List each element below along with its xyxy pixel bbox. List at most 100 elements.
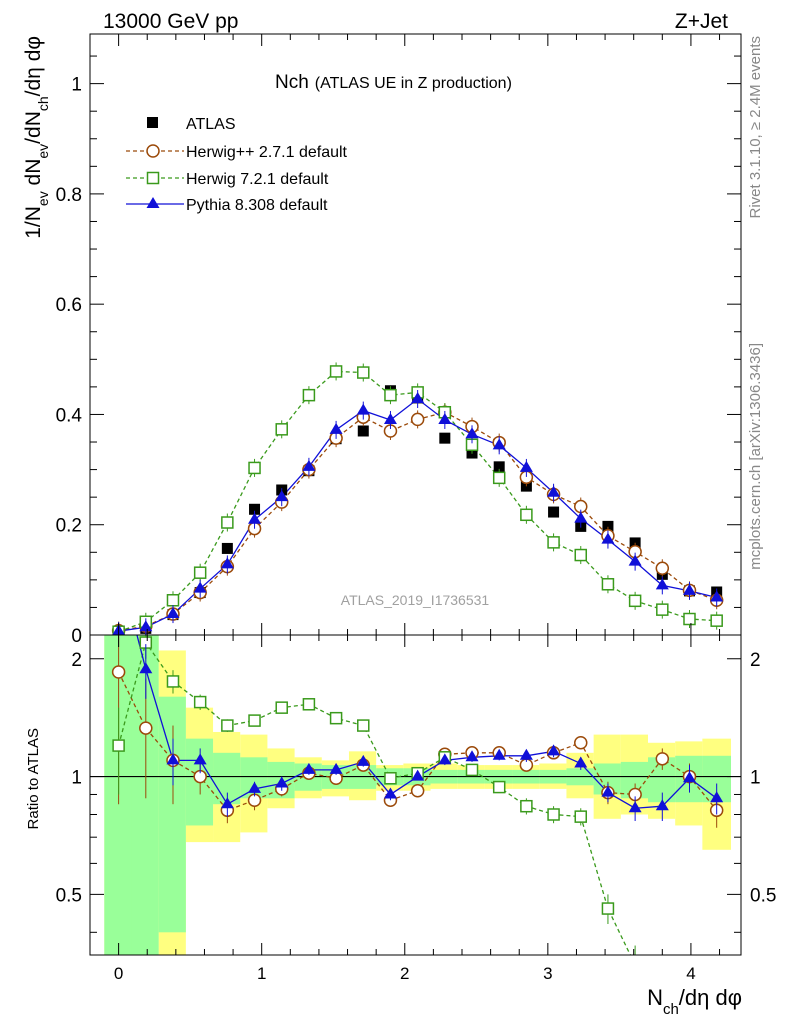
main-point-herwigpp (410, 412, 425, 427)
x-tick-label: 1 (257, 964, 266, 983)
ratio-point-pythia (220, 797, 234, 809)
ratio-point-pythia (383, 787, 397, 799)
legend: ATLAS Herwig++ 2.7.1 default Herwig 7.2.… (126, 116, 348, 214)
ratio-point-pythia (166, 753, 180, 765)
ratio-point-pythia (112, 557, 125, 568)
main-y-label: 1/Nev dNev/dNch/dη dφ (22, 36, 51, 239)
ratio-series-herwig7 (117, 641, 632, 955)
main-point-pythia (438, 412, 452, 424)
chart-title-main: Nch (275, 72, 309, 93)
main-point-pythia (383, 412, 397, 424)
main-point-herwig7 (302, 388, 316, 402)
main-point-herwig7 (683, 612, 696, 626)
ratio-y-tick-label-right: 0.5 (750, 885, 776, 906)
ratio-point-herwig7 (547, 808, 560, 821)
x-tick-label: 0 (114, 964, 123, 983)
main-point-herwig7 (601, 578, 615, 591)
legend-marker-herwigpp (146, 144, 160, 158)
main-point-herwig7 (329, 365, 343, 378)
main-point-herwig7 (357, 366, 370, 379)
main-point-pythia (302, 459, 316, 471)
side-label-top: Rivet 3.1.10, ≥ 2.4M events (747, 36, 764, 219)
legend-entry-herwigpp: Herwig++ 2.7.1 default (126, 144, 348, 161)
main-point-pythia (166, 607, 180, 619)
ratio-frame (89, 634, 742, 956)
ratio-point-pythia (302, 762, 316, 774)
legend-marker-herwig7 (146, 171, 160, 185)
ratio-point-herwig7 (574, 810, 588, 823)
ratio-point-pythia (574, 756, 588, 768)
x-tick-label: 4 (686, 964, 695, 983)
ratio-point-herwig7 (193, 695, 207, 709)
main-point-atlas (357, 425, 369, 437)
ratio-point-herwig7 (492, 780, 506, 794)
main-point-pythia (248, 512, 262, 524)
data-lines (117, 370, 718, 955)
x-axis-label: Nch/dη dφ (647, 985, 742, 1018)
main-point-herwig7 (384, 388, 397, 402)
main-point-pythia (655, 578, 669, 590)
ratio-y-tick-label-left: 0.5 (56, 885, 82, 906)
main-point-pythia (193, 581, 207, 593)
main-point-herwig7 (547, 536, 560, 549)
main-point-herwig7 (656, 603, 669, 616)
watermark: ATLAS_2019_I1736531 (341, 592, 490, 608)
ratio-point-pythia (465, 750, 479, 762)
main-point-pythia (574, 511, 588, 523)
legend-entry-atlas: ATLAS (147, 116, 236, 133)
ratio-point-herwig7 (221, 719, 234, 732)
ratio-point-herwig7 (384, 772, 397, 785)
main-point-herwig7 (193, 566, 207, 579)
main-point-atlas (249, 503, 261, 515)
ratio-y-label: Ratio to ATLAS (25, 728, 42, 829)
band-inner-bin (158, 696, 186, 933)
ratio-point-herwig7 (357, 719, 370, 732)
main-point-pythia (628, 554, 642, 566)
ratio-point-pythia (139, 662, 153, 674)
header-right: Z+Jet (675, 10, 728, 33)
ratio-point-herwigpp (655, 752, 670, 766)
data-markers (111, 362, 724, 955)
main-point-pythia (275, 490, 289, 502)
ratio-point-herwig7 (275, 701, 288, 714)
ratio-point-pythia (411, 769, 425, 781)
main-point-herwig7 (221, 516, 234, 529)
y-tick-label: 0.6 (56, 295, 82, 316)
chart-subtitle: (ATLAS UE in Z production) (315, 75, 512, 92)
main-point-herwig7 (248, 461, 261, 475)
ratio-point-pythia (682, 771, 696, 783)
legend-label-atlas: ATLAS (186, 116, 236, 133)
ratio-y-tick-label-right: 2 (750, 650, 761, 671)
main-point-pythia (356, 403, 370, 415)
main-point-herwig7 (492, 471, 506, 485)
main-point-herwig7 (166, 594, 180, 607)
ratio-point-pythia (356, 754, 370, 766)
main-point-atlas (221, 542, 233, 554)
ratio-point-pythia (492, 748, 506, 760)
ratio-point-herwig7 (166, 675, 180, 688)
main-point-pythia (519, 460, 533, 472)
ratio-point-pythia (329, 762, 343, 774)
ratio-point-herwig7 (601, 902, 615, 915)
band-inner-bin (213, 752, 241, 805)
ratio-point-herwigpp (139, 721, 153, 735)
ratio-point-pythia (438, 753, 452, 765)
legend-label-herwigpp: Herwig++ 2.7.1 default (186, 144, 348, 161)
header-left: 13000 GeV pp (103, 10, 238, 33)
main-point-pythia (220, 557, 234, 569)
main-point-pythia (682, 583, 696, 595)
y-tick-label: 1 (71, 75, 82, 96)
legend-entry-pythia: Pythia 8.308 default (126, 197, 328, 214)
axes: 0 1 2 3 4 0 0.2 0.4 0.6 0.8 1 0.5 0.5 1 1 2 2 (56, 33, 776, 983)
ratio-point-herwig7 (465, 763, 479, 777)
legend-label-herwig7: Herwig 7.2.1 default (186, 171, 329, 188)
main-point-herwig7 (520, 508, 533, 522)
main-point-pythia (492, 438, 506, 450)
legend-entry-herwig7: Herwig 7.2.1 default (126, 171, 329, 188)
ratio-point-pythia (193, 753, 207, 765)
ratio-point-herwig7 (302, 698, 316, 711)
legend-label-pythia: Pythia 8.308 default (186, 197, 328, 214)
legend-marker-pythia (146, 197, 160, 208)
main-point-pythia (547, 485, 561, 497)
